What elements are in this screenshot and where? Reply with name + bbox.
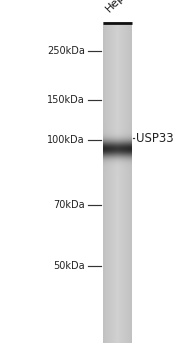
Text: 50kDa: 50kDa: [53, 261, 85, 271]
Text: 70kDa: 70kDa: [53, 200, 85, 210]
Text: 150kDa: 150kDa: [47, 95, 85, 105]
Text: HepG2: HepG2: [104, 0, 138, 14]
Text: 250kDa: 250kDa: [47, 46, 85, 56]
Text: USP33: USP33: [136, 132, 174, 145]
Text: 100kDa: 100kDa: [47, 135, 85, 145]
